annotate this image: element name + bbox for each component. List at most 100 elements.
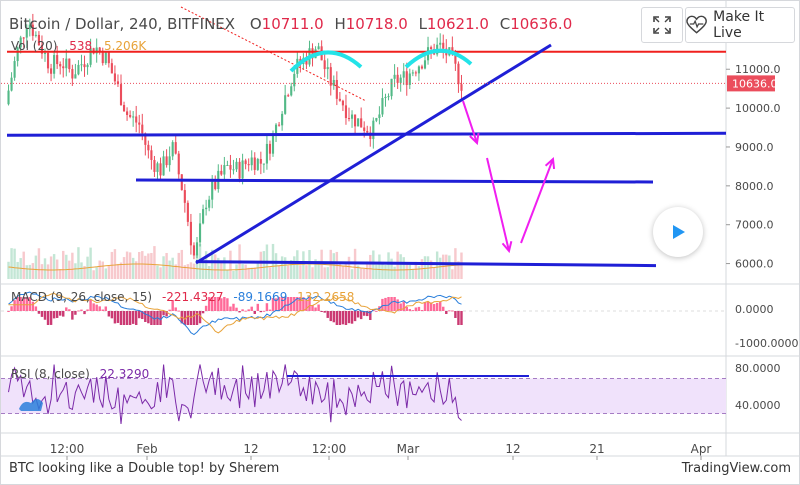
- macd-histogram-bar: [229, 306, 232, 311]
- candle-body: [171, 142, 174, 157]
- volume-bar: [210, 249, 214, 279]
- candle-body: [457, 63, 460, 85]
- candle-body: [326, 67, 329, 70]
- candle-body: [384, 96, 387, 99]
- candle-body: [372, 120, 375, 140]
- macd-histogram-bar: [426, 301, 430, 311]
- macd-histogram-bar: [308, 297, 311, 311]
- macd-histogram-bar: [110, 311, 114, 319]
- volume-bar: [168, 260, 171, 279]
- macd-histogram-bar: [314, 307, 317, 311]
- macd-pane: 0.0000 -1000.0000: [1, 291, 798, 350]
- candle-body: [89, 48, 92, 65]
- macd-histogram-bar: [122, 311, 126, 325]
- volume-bar: [283, 257, 287, 279]
- volume-bar: [366, 261, 369, 279]
- candle-body: [378, 114, 381, 119]
- tradingview-brand[interactable]: TradingView.com: [681, 461, 791, 476]
- candle-body: [396, 74, 399, 83]
- time-tick-label: 21: [589, 442, 604, 456]
- volume-bar: [372, 250, 375, 279]
- volume-bar: [311, 267, 314, 279]
- candle-body: [414, 72, 417, 74]
- volume-bar: [217, 257, 220, 279]
- macd-histogram-bar: [226, 298, 229, 311]
- candle-body: [451, 47, 454, 53]
- candle-body: [189, 221, 192, 246]
- last-price-tag: [727, 75, 775, 92]
- candle-body: [226, 164, 229, 166]
- candle-body: [305, 57, 308, 65]
- macd-histogram-bar: [442, 306, 445, 311]
- candle-body: [366, 130, 369, 133]
- candle-body: [208, 199, 211, 208]
- make-it-live-button[interactable]: Make It Live: [685, 7, 795, 43]
- volume-bar: [262, 251, 266, 279]
- volume-bar: [40, 264, 44, 279]
- macd-histogram-bar: [402, 301, 405, 311]
- volume-bar: [308, 250, 311, 279]
- macd-histogram-bar: [274, 298, 278, 311]
- cloud-icon: [19, 399, 43, 411]
- volume-bar: [186, 264, 190, 279]
- macd-histogram-bar: [268, 309, 272, 311]
- volume-bar: [417, 266, 421, 279]
- volume-bar: [7, 261, 10, 279]
- volume-bar: [347, 256, 351, 279]
- volume-bar: [159, 267, 162, 279]
- volume-bar: [58, 269, 62, 279]
- macd-histogram-bar: [460, 311, 463, 325]
- macd-histogram-bar: [290, 297, 293, 311]
- candle-body: [59, 64, 62, 67]
- candle-body: [454, 52, 457, 64]
- macd-histogram-bar: [25, 297, 28, 311]
- candle-body: [423, 60, 427, 69]
- volume-bar: [128, 252, 132, 279]
- candle-body: [408, 73, 411, 85]
- price-tick-label: 10000.0: [735, 102, 781, 115]
- candle-body: [165, 156, 168, 166]
- candle-body: [110, 63, 113, 74]
- price-tick-label: 11000.0: [735, 63, 781, 76]
- candle-body: [439, 42, 442, 45]
- volume-bar: [387, 252, 390, 279]
- symbol-header: Bitcoin / Dollar, 240, BITFINEX O10711.0…: [9, 15, 572, 33]
- macd-histogram-bar: [52, 311, 56, 319]
- high-value: 10718.0: [345, 15, 408, 33]
- candle-body: [53, 55, 56, 74]
- macd-histogram-bar: [141, 311, 144, 320]
- macd-histogram-bar: [332, 311, 336, 323]
- volume-bar: [89, 247, 92, 279]
- volume-bar: [384, 265, 387, 279]
- macd-histogram-bar: [384, 297, 387, 311]
- macd-histogram-bar: [329, 311, 332, 322]
- price-tick-label: 7000.0: [735, 219, 774, 232]
- volume-bar: [362, 268, 366, 279]
- price-axis: 6000.07000.08000.09000.010000.011000.012…: [1, 24, 781, 271]
- volume-bar: [134, 261, 138, 279]
- projection-arrow-3-head: [544, 156, 556, 170]
- volume-bar: [229, 250, 232, 279]
- candle-body: [65, 58, 68, 69]
- macd-histogram-bar: [435, 303, 439, 311]
- volume-bar: [432, 267, 436, 279]
- volume-bar: [62, 250, 65, 279]
- candle-body: [68, 58, 71, 70]
- candle-body: [265, 143, 268, 164]
- play-button[interactable]: [653, 207, 703, 257]
- volume-bar: [390, 258, 393, 279]
- candle-body: [271, 134, 275, 154]
- volume-bar: [131, 257, 135, 279]
- volume-bar: [369, 254, 372, 279]
- candle-body: [101, 51, 104, 64]
- volume-bar: [393, 266, 396, 279]
- projection-arrow-1-head: [469, 132, 480, 146]
- volume-bar: [28, 264, 32, 279]
- macd-histogram-bar: [214, 297, 217, 311]
- macd-histogram-bar: [235, 307, 238, 311]
- volume-bar: [235, 264, 238, 279]
- fullscreen-button[interactable]: [641, 7, 683, 43]
- macd-histogram-bar: [31, 301, 35, 311]
- macd-histogram-bar: [387, 297, 390, 311]
